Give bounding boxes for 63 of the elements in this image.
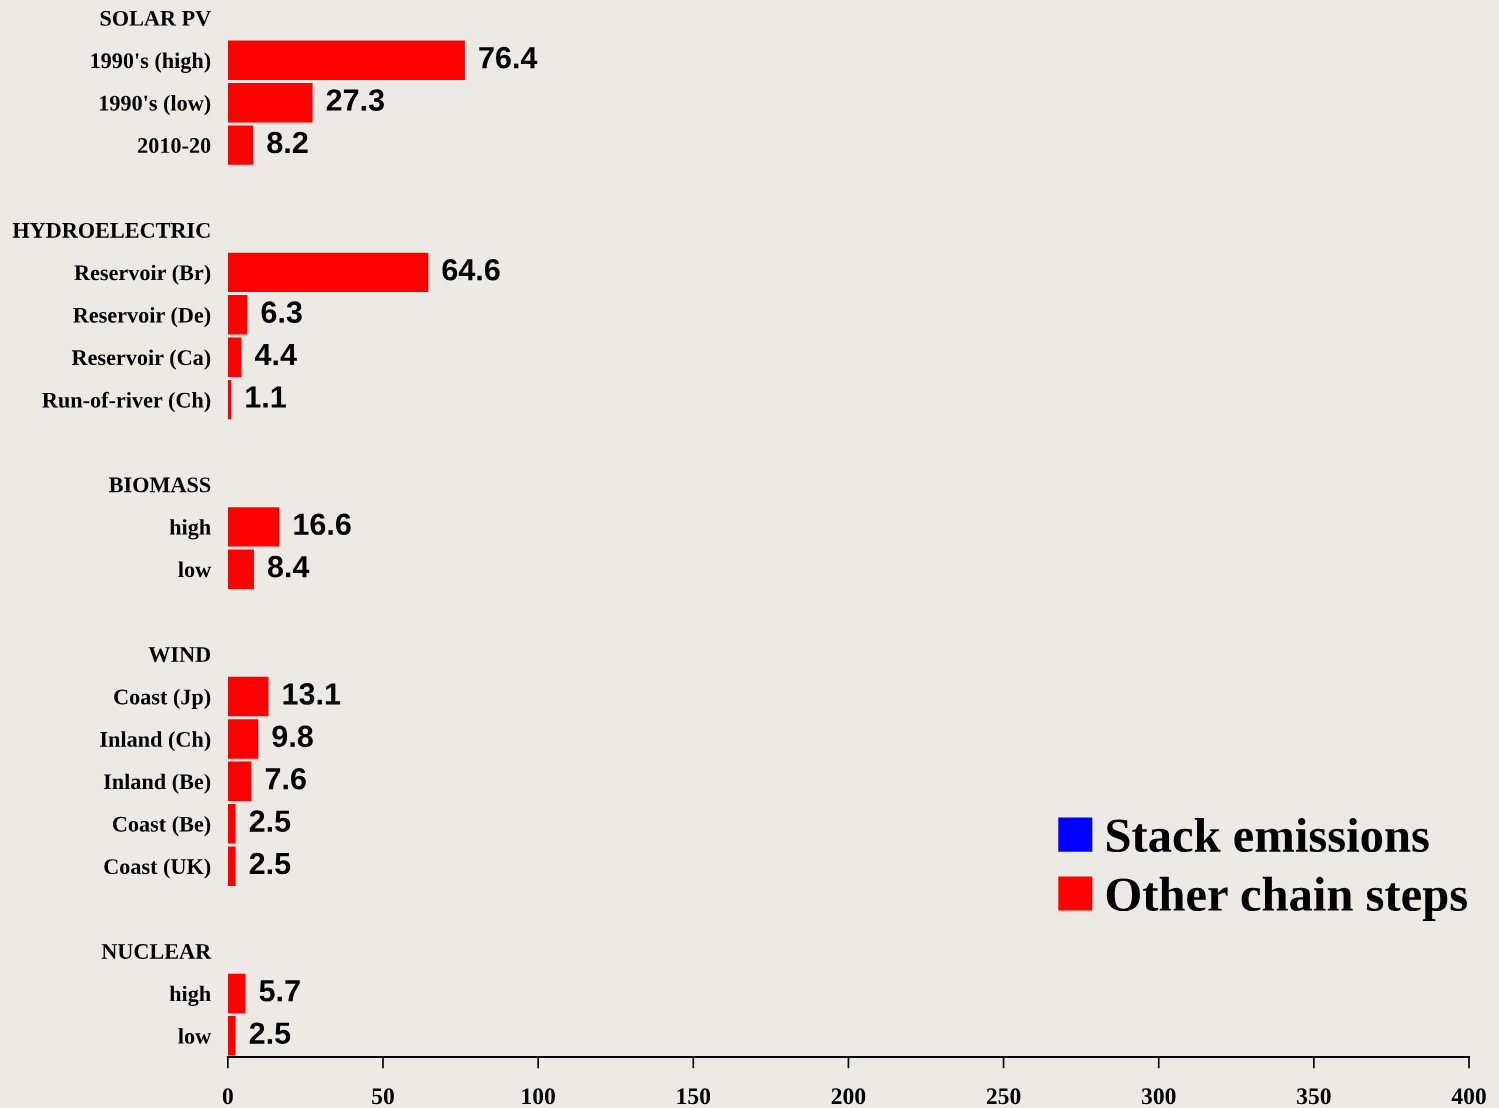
bar (227, 549, 254, 589)
x-tick-label: 200 (831, 1088, 866, 1105)
x-tick-label: 50 (372, 1088, 394, 1105)
data-label: 2.5 (249, 810, 291, 832)
bar (227, 125, 254, 165)
y-tick-label: Inland (Be) (103, 773, 211, 794)
x-tick-label: 150 (677, 1088, 711, 1105)
data-label: 8.2 (267, 131, 308, 154)
data-label: 7.6 (265, 767, 306, 790)
y-tick-label: Coast (UK) (104, 858, 211, 879)
data-label: 27.3 (326, 89, 384, 111)
data-label: 13.1 (283, 683, 341, 705)
bar (227, 676, 269, 717)
data-label: 2.5 (249, 852, 291, 875)
y-tick-label: Coast (Jp) (114, 688, 211, 709)
x-tick-label: 400 (1451, 1088, 1486, 1105)
y-tick-label: SOLAR PV (100, 10, 211, 26)
y-tick-label: 1990's (high) (91, 52, 211, 73)
y-tick-label: low (178, 561, 212, 578)
y-tick-label: Reservoir (Ca) (71, 349, 211, 370)
y-tick-label: high (169, 985, 211, 1007)
x-tick-label: 100 (522, 1088, 555, 1105)
y-tick-label: 1990's (low) (100, 95, 211, 116)
bar (227, 761, 252, 802)
y-tick-label: Coast (Be) (112, 816, 211, 837)
y-tick-label: Run-of-river (Ch) (42, 391, 211, 413)
data-label: 2.5 (249, 1022, 291, 1045)
data-label: 16.6 (294, 513, 351, 536)
x-tick-label: 0 (222, 1088, 233, 1105)
y-tick-label: Reservoir (De) (73, 307, 211, 328)
y-tick-label: WIND (148, 647, 211, 663)
data-label: 1.1 (246, 386, 286, 408)
y-tick-label: Inland (Ch) (100, 731, 211, 752)
y-tick-label: 2010-20 (138, 138, 211, 154)
bar (227, 82, 313, 123)
y-tick-label: HYDROELECTRIC (12, 222, 210, 238)
bar (227, 295, 248, 335)
bar (227, 1016, 236, 1056)
x-tick-label: 250 (986, 1088, 1021, 1105)
bar (227, 846, 236, 886)
data-label: 76.4 (479, 46, 538, 69)
x-tick-label: 300 (1141, 1088, 1176, 1105)
legend-label: Stack emissions (1107, 817, 1429, 853)
data-label: 9.8 (272, 725, 313, 748)
legend-label: Other chain steps (1106, 876, 1467, 921)
y-tick-label: BIOMASS (109, 477, 211, 493)
bar (227, 252, 429, 293)
data-label: 4.4 (255, 344, 297, 366)
data-label: 5.7 (259, 980, 300, 1002)
y-tick-label: Reservoir (Br) (74, 264, 211, 285)
data-label: 64.6 (442, 258, 500, 281)
data-label: 8.4 (267, 555, 310, 578)
bar (227, 973, 246, 1014)
y-tick-label: low (178, 1028, 212, 1044)
x-tick-label: 350 (1297, 1088, 1331, 1105)
bar (227, 507, 280, 547)
bar (227, 719, 259, 759)
y-tick-label: NUCLEAR (101, 943, 212, 959)
data-label: 6.3 (261, 301, 302, 324)
bar (227, 337, 242, 377)
bar (227, 40, 465, 81)
y-tick-label: high (169, 519, 211, 540)
bar (227, 804, 236, 844)
